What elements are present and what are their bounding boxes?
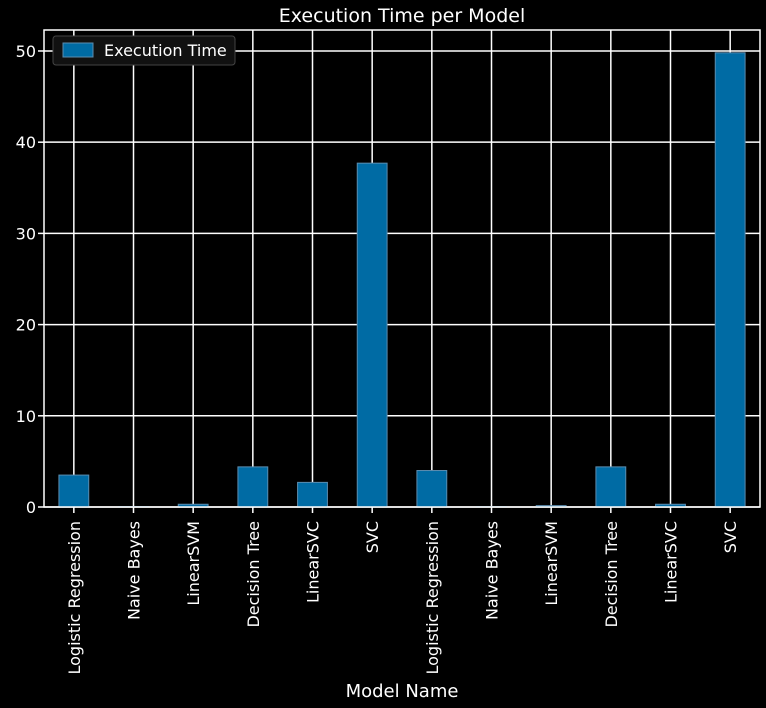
bar <box>297 481 328 508</box>
y-tick-label: 40 <box>16 133 36 152</box>
bar <box>58 474 90 508</box>
x-tick-label: Logistic Regression <box>65 521 84 674</box>
bars <box>58 52 746 508</box>
x-axis-ticks: Logistic Regression Naive Bayes LinearSVM D… <box>65 507 740 674</box>
x-tick-label: Decision Tree <box>244 521 263 628</box>
bar <box>595 466 627 508</box>
x-tick-label: LinearSVC <box>662 521 681 603</box>
x-tick-label: Logistic Regression <box>423 521 442 674</box>
x-axis-label: Model Name <box>346 681 459 702</box>
x-tick-label: Naive Bayes <box>483 521 502 620</box>
bar <box>714 52 746 508</box>
legend-box <box>52 35 236 66</box>
x-tick-label: Naive Bayes <box>125 521 144 620</box>
x-tick-label: SVC <box>721 521 740 553</box>
x-tick-label: SVC <box>363 521 382 553</box>
y-tick-label: 20 <box>16 316 36 335</box>
x-tick-label: Decision Tree <box>602 521 621 628</box>
x-tick-label: LinearSVM <box>542 521 561 606</box>
chart-title: Execution Time per Model <box>279 5 525 27</box>
y-axis-ticks: 0 10 20 30 40 50 <box>16 42 44 517</box>
x-tick-label: LinearSVM <box>184 521 203 606</box>
plot-frame <box>43 29 761 508</box>
legend-swatch <box>62 42 94 58</box>
grid <box>44 30 760 508</box>
y-tick-label: 30 <box>16 224 36 243</box>
bar <box>416 470 448 508</box>
legend-label: Execution Time <box>104 41 227 60</box>
x-tick-label: LinearSVC <box>304 521 323 603</box>
bar <box>237 466 269 508</box>
y-tick-label: 50 <box>16 42 36 61</box>
y-tick-label: 0 <box>26 498 36 517</box>
bar <box>356 162 388 508</box>
legend: Execution Time <box>52 35 236 66</box>
y-tick-label: 10 <box>16 407 36 426</box>
